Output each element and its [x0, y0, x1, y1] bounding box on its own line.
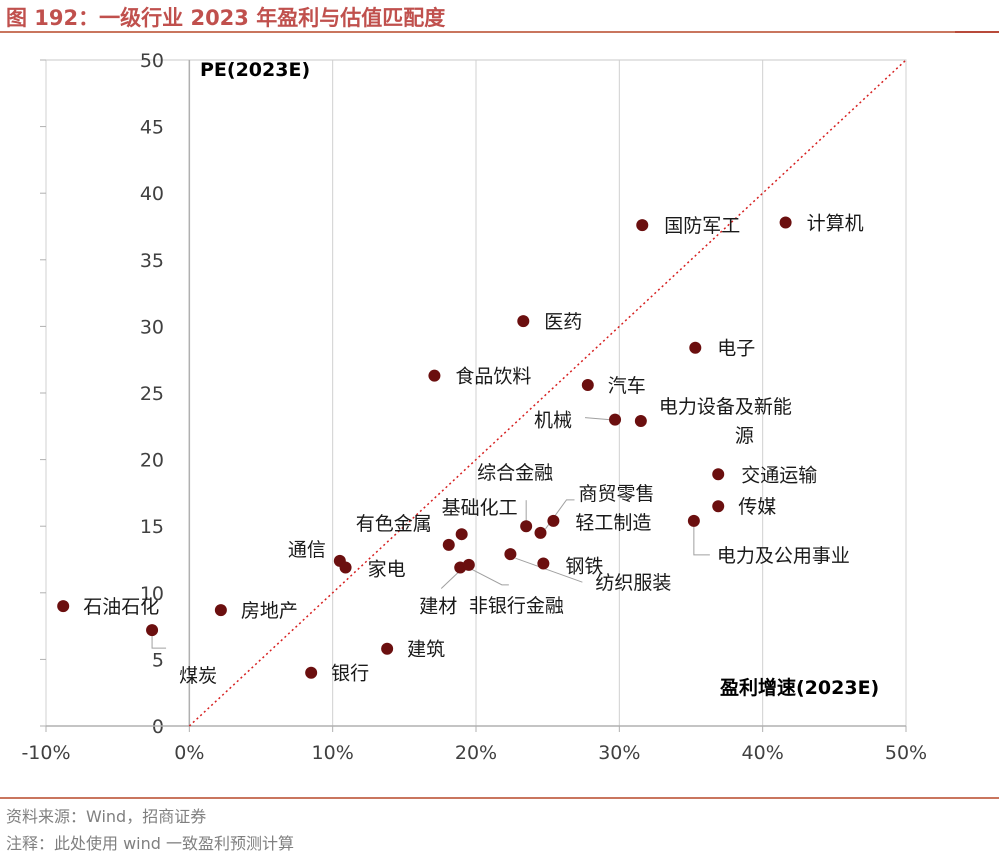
- x-tick-label-6: 50%: [885, 742, 927, 764]
- point-label-23: 电子: [717, 338, 755, 360]
- point-label-24: 交通运输: [741, 464, 817, 486]
- point-label-3: 银行: [331, 663, 369, 685]
- point-16: [428, 369, 441, 382]
- point-14: [547, 514, 560, 527]
- data-points: [57, 216, 792, 679]
- y-tick-label-5: 25: [140, 383, 164, 405]
- y-tick-label-6: 30: [140, 316, 164, 338]
- point-10: [462, 558, 475, 571]
- y-tick-label-8: 40: [140, 183, 164, 205]
- y-tick-label-7: 35: [140, 250, 164, 272]
- point-2: [214, 604, 227, 617]
- point-label-1: 煤炭: [179, 665, 217, 687]
- point-label-10: 非银行金融: [469, 595, 564, 617]
- point-3: [305, 666, 318, 679]
- point-4: [381, 642, 394, 655]
- point-label-26: 电力及公用事业: [717, 545, 850, 567]
- leader-line-19: [584, 417, 610, 421]
- point-17: [517, 315, 530, 328]
- point-21: [636, 219, 649, 232]
- point-0: [57, 600, 70, 613]
- y-tick-label-4: 20: [140, 450, 164, 472]
- point-label-22: 计算机: [807, 213, 864, 235]
- x-tick-label-3: 20%: [455, 742, 497, 764]
- x-tick-label-1: 0%: [174, 742, 204, 764]
- point-label-15: 钢铁: [565, 555, 603, 577]
- leader-line-10: [468, 567, 509, 586]
- leader-line-26: [693, 524, 710, 556]
- point-label-14: 轻工制造: [575, 512, 651, 534]
- vertical-gridlines: [45, 60, 907, 726]
- point-22: [779, 216, 792, 229]
- point-25: [712, 500, 725, 513]
- point-label-0: 石油石化: [83, 596, 159, 618]
- point-label-18: 汽车: [608, 375, 646, 397]
- y-tick-label-10: 50: [140, 50, 164, 72]
- point-label-25: 传媒: [738, 496, 776, 518]
- y-tick-label-2: 10: [140, 583, 164, 605]
- leader-line-11: [515, 557, 583, 583]
- point-6: [339, 561, 352, 574]
- x-tick-label-4: 30%: [598, 742, 640, 764]
- point-7: [442, 538, 455, 551]
- point-label-13: 商贸零售: [579, 483, 655, 505]
- x-axis: -10% 0% 10% 20% 30% 40% 50%: [21, 726, 927, 764]
- y-tick-label-3: 15: [140, 516, 164, 538]
- point-label-17: 医药: [544, 311, 582, 333]
- point-label-5: 通信: [288, 539, 326, 561]
- point-label-7: 有色金属: [356, 513, 432, 535]
- point-24: [712, 468, 725, 481]
- point-18: [581, 379, 594, 392]
- y-tick-label-0: 0: [152, 716, 164, 738]
- x-tick-label-2: 10%: [312, 742, 354, 764]
- point-label-4: 建筑: [407, 639, 445, 661]
- point-19: [609, 413, 622, 426]
- footer-rule: [0, 797, 999, 799]
- figure-title: 图 192：一级行业 2023 年盈利与估值匹配度: [6, 6, 446, 30]
- title-rule: [0, 31, 999, 33]
- scatter-chart: 0 5 10 15 20 25 30 35 40 45 50 -10% 0% 10% 20% 30% 40% 5…: [21, 50, 927, 764]
- point-label-20: 电力设备及新能源: [659, 396, 792, 447]
- y-axis-title: PE(2023E): [200, 59, 310, 81]
- point-label-11: 纺织服装: [595, 572, 671, 594]
- point-1: [146, 624, 159, 637]
- point-15: [537, 557, 550, 570]
- point-label-12: 综合金融: [477, 462, 553, 484]
- x-axis-title: 盈利增速(2023E): [719, 676, 879, 699]
- y-axis: 0 5 10 15 20 25 30 35 40 45 50: [40, 50, 164, 738]
- source-note: 资料来源：Wind，招商证券: [6, 807, 207, 826]
- point-label-6: 家电: [368, 558, 406, 580]
- point-label-19: 机械: [534, 410, 572, 432]
- point-26: [687, 514, 700, 527]
- point-13: [534, 526, 547, 539]
- x-tick-label-5: 40%: [742, 742, 784, 764]
- point-20: [634, 414, 647, 427]
- leader-line-9: [440, 570, 461, 589]
- point-8: [455, 528, 468, 541]
- point-label-20-line-1: 电力设备及新能: [659, 396, 792, 418]
- point-label-20-line-2: 源: [735, 425, 754, 447]
- y-tick-label-1: 5: [152, 649, 164, 671]
- point-label-9: 建材: [419, 595, 457, 617]
- reference-diagonal-line: [188, 59, 907, 727]
- x-tick-label-0: -10%: [21, 742, 70, 764]
- point-11: [504, 548, 517, 561]
- point-12: [520, 520, 533, 533]
- point-23: [689, 341, 702, 354]
- point-label-8: 基础化工: [442, 497, 518, 519]
- point-label-16: 食品饮料: [455, 366, 531, 388]
- leader-line-1: [151, 634, 167, 649]
- y-tick-label-9: 45: [140, 117, 164, 139]
- footnote: 注释：此处使用 wind 一致盈利预测计算: [6, 834, 295, 853]
- point-label-2: 房地产: [241, 600, 298, 622]
- point-label-21: 国防军工: [664, 215, 740, 237]
- title-rule-accent: [955, 31, 999, 33]
